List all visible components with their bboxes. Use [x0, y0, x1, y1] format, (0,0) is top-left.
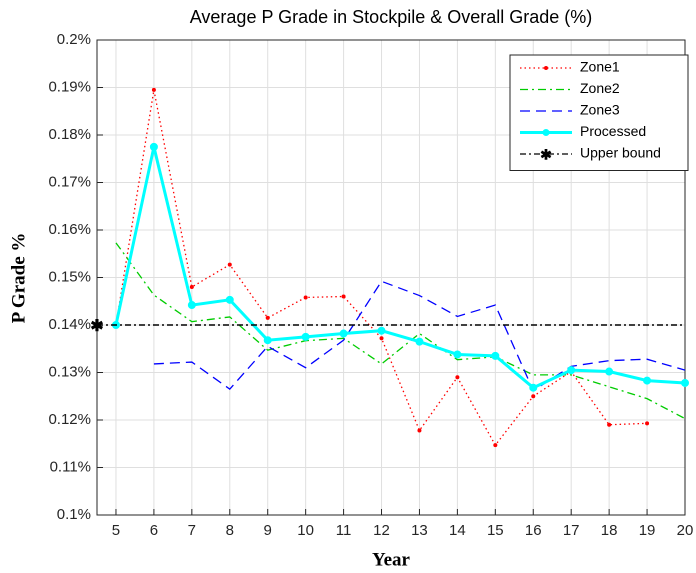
legend-label: Upper bound: [580, 145, 661, 161]
x-tick-label: 12: [373, 522, 390, 539]
x-tick-label: 10: [297, 522, 314, 539]
point-marker: [303, 295, 308, 300]
x-tick-label: 17: [563, 522, 580, 539]
point-marker: [417, 428, 422, 433]
legend-label: Zone3: [580, 102, 620, 118]
point-marker: [301, 332, 310, 341]
point-marker: [263, 336, 272, 345]
point-marker: [341, 294, 346, 299]
point-marker: [493, 443, 498, 448]
point-marker: [189, 285, 194, 289]
point-marker: [149, 142, 158, 151]
point-marker: [643, 376, 652, 385]
chart-title: Average P Grade in Stockpile & Overall G…: [190, 7, 593, 27]
legend-marker: [542, 129, 550, 136]
x-tick-label: 16: [525, 522, 542, 539]
reference-marker: ✱: [90, 318, 103, 335]
x-tick-label: 18: [601, 522, 618, 539]
axes-box: [96, 39, 686, 516]
series-line: [114, 146, 686, 390]
legend-label: Zone1: [580, 59, 620, 75]
y-axis-label: P Grade %: [8, 233, 29, 324]
y-tick-label: 0.19%: [48, 78, 91, 95]
y-tick-label: 0.15%: [48, 268, 91, 285]
point-marker: [415, 337, 424, 346]
x-axis-label: Year: [372, 549, 411, 570]
point-marker: [605, 367, 614, 376]
point-marker: [681, 378, 689, 387]
y-tick-label: 0.14%: [48, 316, 91, 333]
legend-label: Zone2: [580, 80, 620, 96]
x-tick-label: 11: [336, 522, 352, 539]
point-marker: [187, 301, 196, 310]
point-marker: [379, 336, 384, 341]
x-tick-label: 7: [188, 522, 196, 539]
y-tick-label: 0.18%: [48, 126, 91, 143]
y-tick-label: 0.2%: [57, 31, 91, 48]
point-marker: [531, 394, 536, 399]
x-tick-label: 8: [226, 522, 234, 539]
point-marker: [225, 295, 234, 304]
point-marker: [151, 87, 156, 92]
series-line: [115, 242, 686, 420]
x-tick-label: 20: [677, 522, 694, 539]
point-marker: [339, 329, 348, 338]
point-marker: [227, 262, 232, 267]
point-marker: [567, 366, 576, 375]
x-tick-label: 13: [411, 522, 428, 539]
y-tick-label: 0.1%: [57, 506, 91, 523]
x-tick-label: 9: [264, 522, 272, 539]
x-tick-label: 15: [487, 522, 504, 539]
y-tick-label: 0.16%: [48, 221, 91, 238]
x-tick-label: 19: [639, 522, 656, 539]
point-marker: [455, 375, 460, 380]
legend-marker: [544, 66, 548, 70]
point-marker: [453, 350, 462, 359]
point-marker: [607, 422, 612, 427]
legend-marker: ✱: [540, 147, 552, 163]
x-tick-label: 14: [449, 522, 466, 539]
legend-label: Processed: [580, 123, 646, 139]
point-marker: [529, 383, 538, 392]
x-tick-label: 5: [112, 522, 120, 539]
x-tick-label: 6: [150, 522, 158, 539]
series-line: [153, 280, 686, 392]
y-tick-label: 0.13%: [48, 363, 91, 380]
legend-box: [509, 54, 689, 171]
point-marker: [377, 326, 386, 335]
point-marker: [645, 421, 650, 426]
y-tick-label: 0.17%: [48, 173, 91, 190]
point-marker: [265, 315, 270, 320]
point-marker: [491, 351, 500, 360]
y-tick-label: 0.12%: [48, 411, 91, 428]
y-tick-label: 0.11%: [50, 458, 91, 475]
